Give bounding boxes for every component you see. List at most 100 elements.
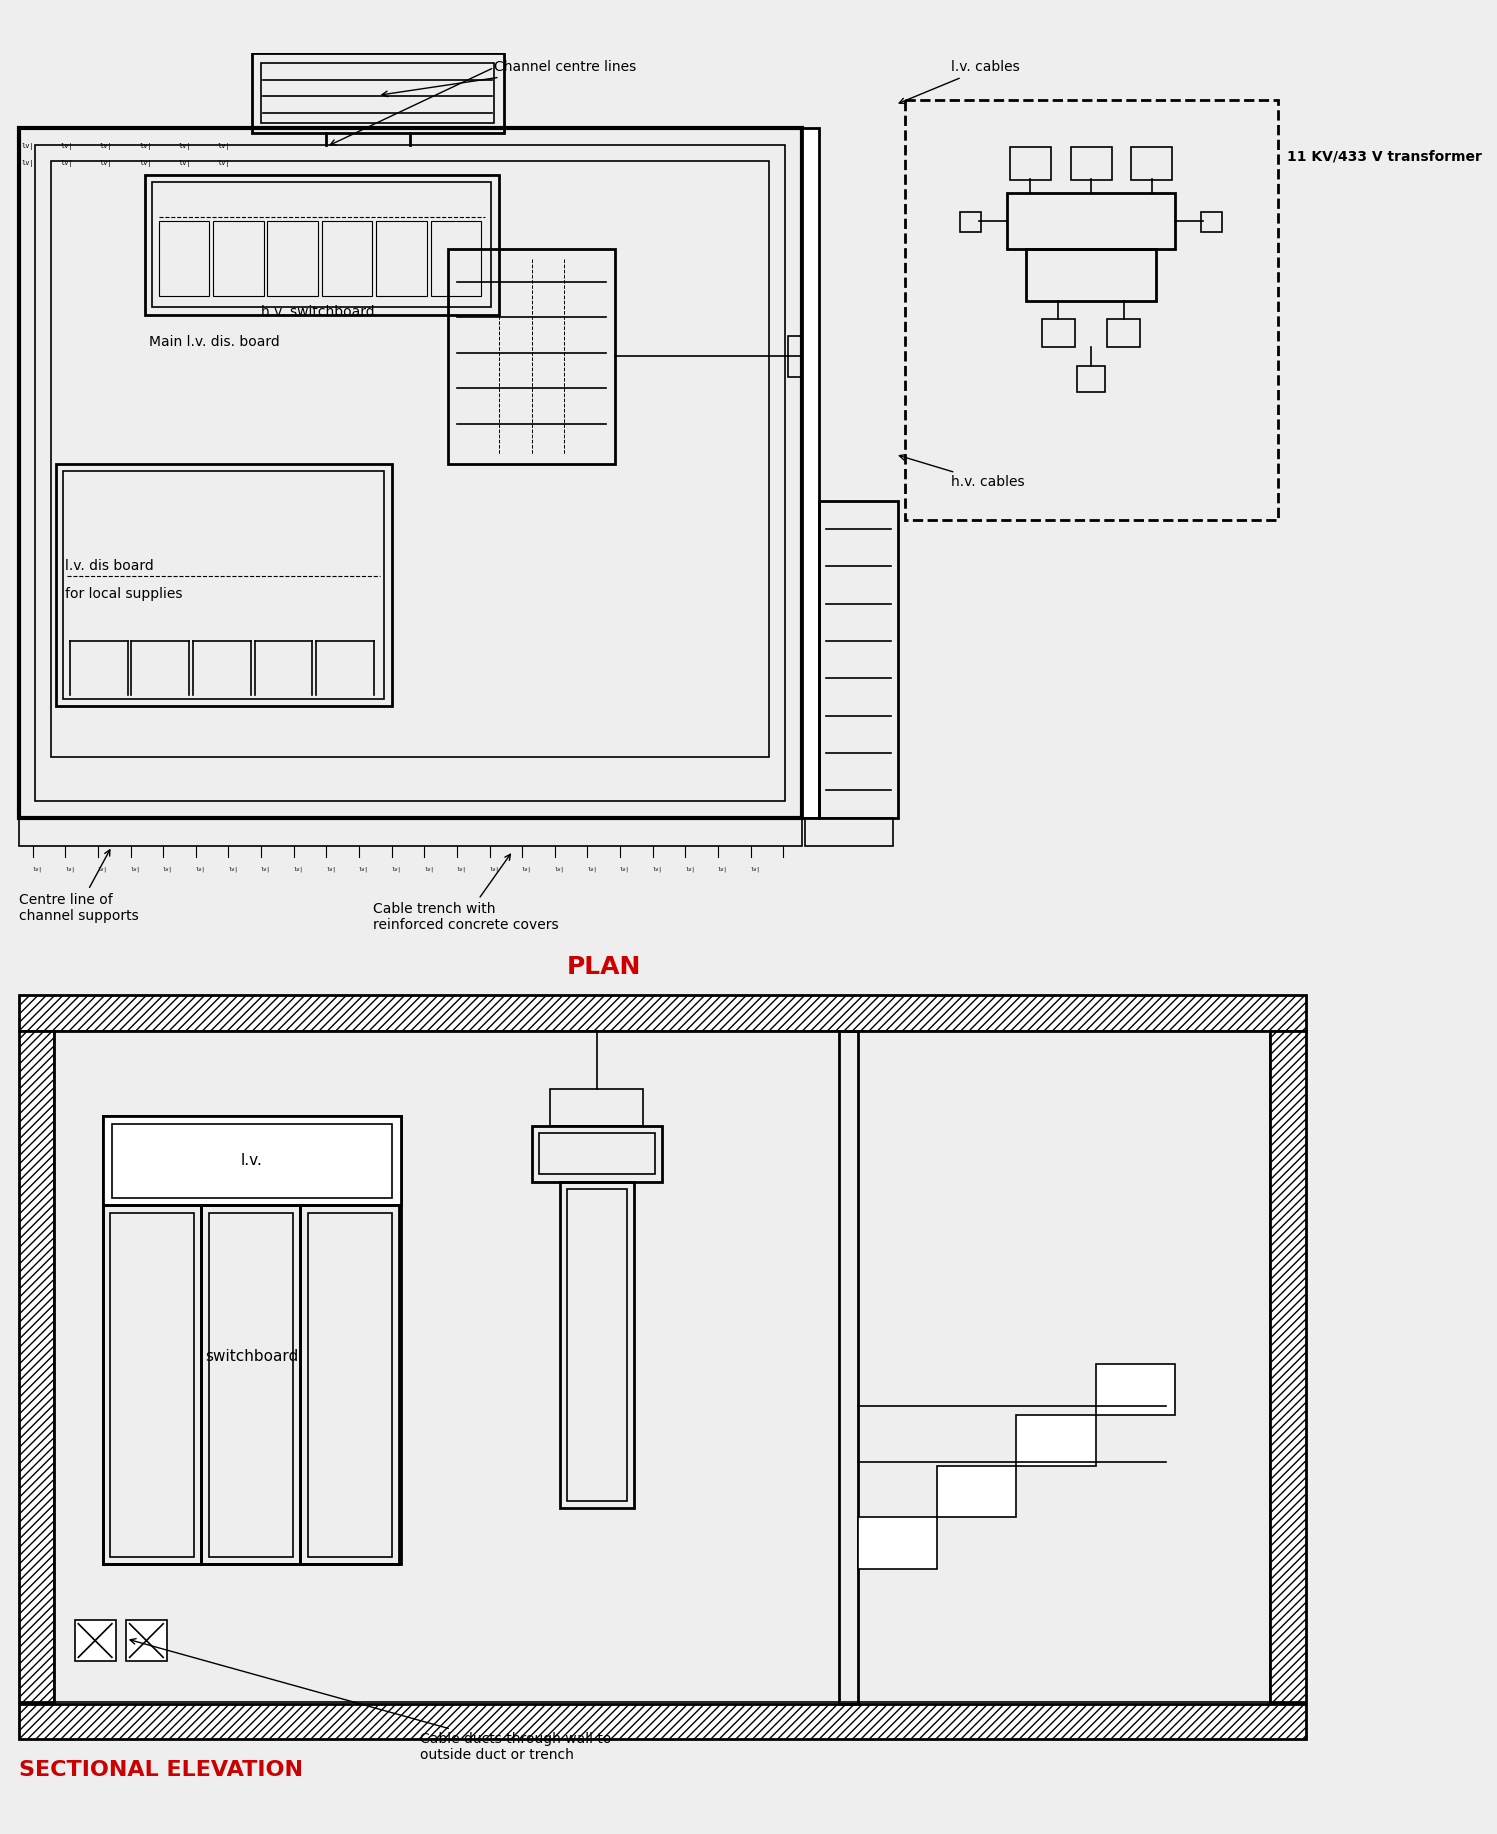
Bar	[145, 174, 499, 315]
Text: lv|: lv|	[139, 143, 151, 150]
Bar	[448, 249, 615, 464]
Text: Centre line of
channel supports: Centre line of channel supports	[18, 849, 138, 923]
Bar	[937, 1465, 1016, 1517]
Bar	[63, 471, 385, 699]
Text: lv|: lv|	[97, 867, 108, 873]
Text: lv|: lv|	[163, 867, 172, 873]
Text: l.v. dis board: l.v. dis board	[66, 559, 154, 574]
Text: h.v. switchboard: h.v. switchboard	[260, 304, 374, 319]
Bar	[1010, 147, 1051, 180]
Bar	[539, 1133, 654, 1174]
Text: Cable ducts through wall to
outside duct or trench: Cable ducts through wall to outside duct…	[130, 1638, 611, 1762]
Text: lv|: lv|	[139, 160, 151, 167]
Bar	[805, 818, 894, 845]
Text: Main l.v. dis. board: Main l.v. dis. board	[150, 336, 280, 348]
Text: lv|: lv|	[178, 160, 192, 167]
Text: 11 KV/433 V transformer: 11 KV/433 V transformer	[1287, 149, 1482, 163]
Text: PLAN: PLAN	[567, 956, 641, 979]
Text: l.v.: l.v.	[241, 1154, 262, 1168]
Text: lv|: lv|	[587, 867, 597, 873]
Bar	[376, 222, 427, 295]
Text: lv|: lv|	[424, 867, 434, 873]
Text: SECTIONAL ELEVATION: SECTIONAL ELEVATION	[18, 1761, 302, 1781]
Bar	[103, 1117, 401, 1205]
Text: lv|: lv|	[750, 867, 760, 873]
Bar	[308, 1212, 392, 1557]
Bar	[301, 1205, 400, 1564]
Text: lv|: lv|	[719, 867, 728, 873]
Bar	[36, 145, 784, 801]
Text: Channel centre lines: Channel centre lines	[382, 61, 636, 97]
Bar	[103, 1205, 202, 1564]
Text: Cable trench with
reinforced concrete covers: Cable trench with reinforced concrete co…	[373, 855, 558, 932]
Bar	[802, 128, 819, 818]
Text: lv|: lv|	[490, 867, 499, 873]
Bar	[961, 213, 981, 233]
Text: lv|: lv|	[100, 160, 112, 167]
Text: lv|: lv|	[359, 867, 368, 873]
Bar	[55, 464, 392, 706]
Bar	[159, 222, 210, 295]
Text: lv|: lv|	[217, 143, 231, 150]
Text: lv|: lv|	[620, 867, 630, 873]
Bar	[567, 1188, 627, 1500]
Bar	[18, 128, 802, 818]
Text: lv|: lv|	[100, 143, 112, 150]
Bar	[111, 1212, 195, 1557]
Text: lv|: lv|	[130, 867, 141, 873]
Bar	[1070, 147, 1112, 180]
Text: lv|: lv|	[21, 160, 34, 167]
Bar	[531, 1126, 662, 1181]
Bar	[1042, 319, 1075, 347]
Bar	[431, 222, 481, 295]
Bar	[787, 336, 816, 378]
Text: l.v. cables: l.v. cables	[900, 61, 1019, 103]
Text: lv|: lv|	[686, 867, 695, 873]
Bar	[1007, 193, 1175, 249]
Bar	[260, 62, 494, 123]
Bar	[904, 101, 1277, 519]
Bar	[1106, 319, 1141, 347]
Bar	[1025, 249, 1156, 301]
Bar	[551, 1089, 644, 1126]
Text: lv|: lv|	[178, 143, 192, 150]
Text: lv|: lv|	[653, 867, 662, 873]
Text: lv|: lv|	[33, 867, 42, 873]
Bar	[126, 1619, 168, 1662]
Text: lv|: lv|	[217, 160, 231, 167]
Bar	[18, 818, 802, 845]
Bar	[1201, 213, 1222, 233]
Text: lv|: lv|	[61, 160, 73, 167]
Bar	[251, 53, 503, 132]
Text: lv|: lv|	[260, 867, 271, 873]
Bar	[54, 1031, 1269, 1702]
Bar	[213, 222, 263, 295]
Text: lv|: lv|	[196, 867, 205, 873]
Bar	[18, 996, 1305, 1031]
Bar	[1016, 1414, 1096, 1465]
Bar	[819, 501, 898, 818]
Bar	[858, 1517, 937, 1568]
Bar	[103, 1117, 401, 1564]
Bar	[1076, 365, 1105, 392]
Text: for local supplies: for local supplies	[66, 587, 183, 602]
Bar	[1096, 1364, 1175, 1414]
Bar	[840, 1031, 858, 1704]
Text: lv|: lv|	[228, 867, 238, 873]
Bar	[18, 1031, 54, 1702]
Bar	[202, 1205, 301, 1564]
Bar	[153, 182, 491, 306]
Bar	[560, 1181, 635, 1508]
Text: lv|: lv|	[457, 867, 467, 873]
Text: lv|: lv|	[326, 867, 335, 873]
Text: lv|: lv|	[391, 867, 401, 873]
Text: lv|: lv|	[64, 867, 75, 873]
Text: lv|: lv|	[293, 867, 304, 873]
Text: switchboard: switchboard	[205, 1348, 298, 1364]
Text: lv|: lv|	[554, 867, 564, 873]
Bar	[268, 222, 317, 295]
Bar	[18, 1704, 1305, 1739]
Bar	[75, 1619, 115, 1662]
Bar	[112, 1124, 392, 1198]
Text: lv|: lv|	[522, 867, 531, 873]
